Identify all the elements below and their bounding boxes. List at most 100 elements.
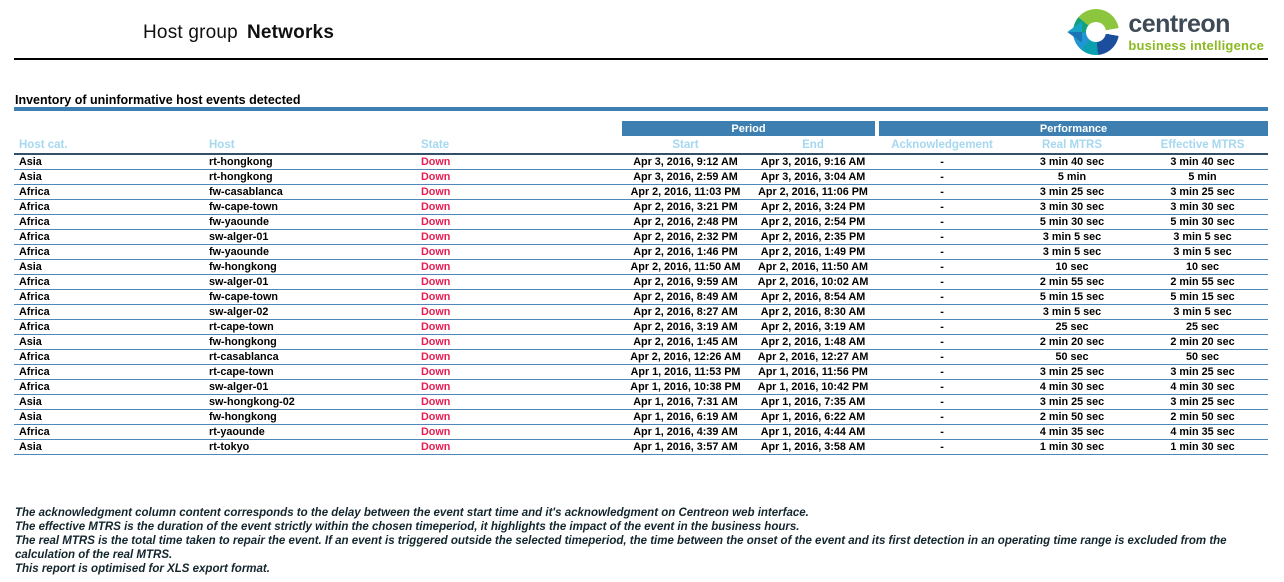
cell-host: sw-alger-01 — [204, 379, 416, 395]
cell-host: sw-hongkong-02 — [204, 394, 416, 410]
cell-state: Down — [416, 229, 622, 245]
cell-effective-mtrs: 3 min 5 sec — [1137, 244, 1269, 260]
cell-effective-mtrs: 3 min 5 sec — [1137, 229, 1269, 245]
cell-state: Down — [416, 304, 622, 320]
cell-effective-mtrs: 50 sec — [1137, 349, 1269, 365]
cell-host: rt-cape-town — [204, 319, 416, 335]
cell-host: rt-hongkong — [204, 154, 416, 170]
cell-acknowledgement: - — [877, 364, 1008, 380]
cell-host: rt-tokyo — [204, 439, 416, 455]
cell-start: Apr 2, 2016, 2:32 PM — [622, 229, 749, 245]
cell-state: Down — [416, 424, 622, 440]
cell-host-cat: Asia — [14, 154, 204, 170]
page-title: Host group Networks — [143, 22, 334, 44]
logo-tagline: business intelligence — [1128, 38, 1264, 53]
cell-end: Apr 2, 2016, 3:19 AM — [749, 319, 878, 335]
cell-host-cat: Africa — [14, 184, 204, 200]
cell-state: Down — [416, 259, 622, 275]
cell-effective-mtrs: 2 min 50 sec — [1137, 409, 1269, 425]
cell-host: fw-hongkong — [204, 259, 416, 275]
cell-real-mtrs: 3 min 5 sec — [1007, 229, 1138, 245]
table-row: Africa sw-alger-01 Down Apr 1, 2016, 10:38 … — [14, 379, 1269, 395]
cell-state: Down — [416, 214, 622, 230]
cell-end: Apr 1, 2016, 4:44 AM — [749, 424, 878, 440]
cell-host-cat: Asia — [14, 169, 204, 185]
cell-acknowledgement: - — [877, 244, 1008, 260]
table-row: Africa fw-yaounde Down Apr 2, 2016, 1:46 PM… — [14, 244, 1269, 260]
cell-state: Down — [416, 334, 622, 350]
centreon-logo: centreon business intelligence — [1073, 9, 1264, 55]
cell-start: Apr 1, 2016, 7:31 AM — [622, 394, 749, 410]
table-row: Africa sw-alger-01 Down Apr 2, 2016, 2:32 P… — [14, 229, 1269, 245]
cell-acknowledgement: - — [877, 424, 1008, 440]
cell-real-mtrs: 5 min 15 sec — [1007, 289, 1138, 305]
column-header-start: Start — [622, 136, 749, 155]
cell-end: Apr 1, 2016, 7:35 AM — [749, 394, 878, 410]
cell-real-mtrs: 10 sec — [1007, 259, 1138, 275]
cell-host: fw-yaounde — [204, 214, 416, 230]
cell-acknowledgement: - — [877, 439, 1008, 455]
cell-host: fw-yaounde — [204, 244, 416, 260]
cell-acknowledgement: - — [877, 349, 1008, 365]
cell-end: Apr 2, 2016, 10:02 AM — [749, 274, 878, 290]
cell-state: Down — [416, 364, 622, 380]
cell-end: Apr 2, 2016, 8:54 AM — [749, 289, 878, 305]
cell-host: rt-cape-town — [204, 364, 416, 380]
cell-host-cat: Asia — [14, 394, 204, 410]
events-table-body: Asia rt-hongkong Down Apr 3, 2016, 9:12 AM A… — [14, 154, 1269, 455]
note-effective-mtrs: The effective MTRS is the duration of th… — [15, 521, 800, 533]
column-header-effective-mtrs: Effective MTRS — [1137, 136, 1269, 155]
cell-acknowledgement: - — [877, 214, 1008, 230]
group-header-performance: Performance — [875, 121, 1269, 136]
cell-start: Apr 2, 2016, 11:03 PM — [622, 184, 749, 200]
cell-effective-mtrs: 5 min — [1137, 169, 1269, 185]
cell-host-cat: Asia — [14, 334, 204, 350]
logo-text: centreon business intelligence — [1128, 12, 1264, 53]
table-row: Asia fw-hongkong Down Apr 2, 2016, 11:50 AM… — [14, 259, 1269, 275]
table-row: Africa rt-cape-town Down Apr 1, 2016, 11:53… — [14, 364, 1269, 380]
cell-state: Down — [416, 289, 622, 305]
cell-effective-mtrs: 5 min 30 sec — [1137, 214, 1269, 230]
cell-end: Apr 2, 2016, 8:30 AM — [749, 304, 878, 320]
cell-host: sw-alger-01 — [204, 274, 416, 290]
cell-start: Apr 2, 2016, 11:50 AM — [622, 259, 749, 275]
cell-state: Down — [416, 154, 622, 170]
cell-host: fw-hongkong — [204, 334, 416, 350]
cell-host: sw-alger-01 — [204, 229, 416, 245]
cell-acknowledgement: - — [877, 289, 1008, 305]
table-row: Asia rt-hongkong Down Apr 3, 2016, 2:59 AM A… — [14, 169, 1269, 185]
table-row: Africa fw-yaounde Down Apr 2, 2016, 2:48 PM… — [14, 214, 1269, 230]
cell-real-mtrs: 5 min 30 sec — [1007, 214, 1138, 230]
table-row: Africa fw-cape-town Down Apr 2, 2016, 3:21 … — [14, 199, 1269, 215]
cell-effective-mtrs: 3 min 5 sec — [1137, 304, 1269, 320]
cell-host-cat: Africa — [14, 274, 204, 290]
cell-acknowledgement: - — [877, 169, 1008, 185]
cell-start: Apr 2, 2016, 12:26 AM — [622, 349, 749, 365]
cell-host-cat: Africa — [14, 304, 204, 320]
cell-effective-mtrs: 10 sec — [1137, 259, 1269, 275]
cell-acknowledgement: - — [877, 274, 1008, 290]
note-acknowledgment: The acknowledgment column content corres… — [15, 507, 809, 519]
cell-real-mtrs: 3 min 25 sec — [1007, 184, 1138, 200]
cell-end: Apr 2, 2016, 2:54 PM — [749, 214, 878, 230]
cell-end: Apr 2, 2016, 11:50 AM — [749, 259, 878, 275]
cell-state: Down — [416, 319, 622, 335]
cell-effective-mtrs: 2 min 20 sec — [1137, 334, 1269, 350]
table-row: Africa sw-alger-01 Down Apr 2, 2016, 9:59 A… — [14, 274, 1269, 290]
cell-end: Apr 2, 2016, 11:06 PM — [749, 184, 878, 200]
cell-host: fw-cape-town — [204, 199, 416, 215]
cell-real-mtrs: 3 min 40 sec — [1007, 154, 1138, 170]
cell-effective-mtrs: 3 min 40 sec — [1137, 154, 1269, 170]
cell-host-cat: Asia — [14, 439, 204, 455]
table-row: Africa rt-yaounde Down Apr 1, 2016, 4:39 AM… — [14, 424, 1269, 440]
cell-state: Down — [416, 439, 622, 455]
cell-host-cat: Africa — [14, 229, 204, 245]
cell-end: Apr 2, 2016, 2:35 PM — [749, 229, 878, 245]
cell-effective-mtrs: 3 min 25 sec — [1137, 364, 1269, 380]
cell-host: rt-yaounde — [204, 424, 416, 440]
column-header-end: End — [749, 136, 878, 155]
cell-effective-mtrs: 3 min 25 sec — [1137, 394, 1269, 410]
cell-real-mtrs: 2 min 50 sec — [1007, 409, 1138, 425]
cell-acknowledgement: - — [877, 184, 1008, 200]
cell-real-mtrs: 3 min 30 sec — [1007, 199, 1138, 215]
